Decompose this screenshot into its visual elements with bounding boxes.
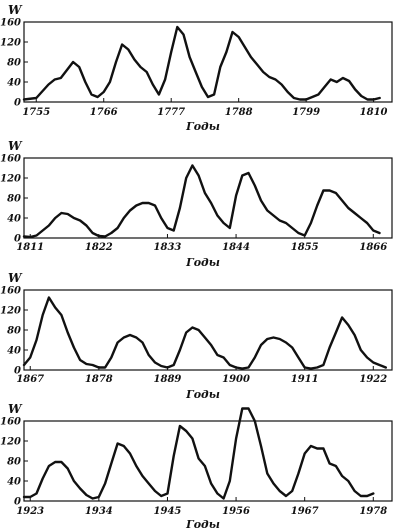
x-tick-label: 1967 xyxy=(291,506,319,517)
x-tick-label: 1978 xyxy=(359,506,387,517)
x-tick-label: 1922 xyxy=(359,374,387,385)
x-tick-label: 1878 xyxy=(85,374,113,385)
y-tick-label: 80 xyxy=(7,457,21,468)
x-tick-label: 1844 xyxy=(222,242,250,253)
y-tick-label: 80 xyxy=(7,326,21,337)
x-axis-label: Годы xyxy=(185,388,220,401)
y-tick-label: 160 xyxy=(0,286,21,297)
x-tick-label: 1788 xyxy=(225,107,253,118)
y-tick-label: 0 xyxy=(14,234,21,245)
y-tick-label: 0 xyxy=(14,366,21,377)
y-tick-label: 120 xyxy=(0,437,21,448)
x-tick-label: 1900 xyxy=(222,374,250,385)
y-tick-label: 120 xyxy=(0,306,21,317)
x-tick-label: 1934 xyxy=(85,506,113,517)
y-tick-label: 40 xyxy=(7,346,21,357)
x-tick-label: 1867 xyxy=(16,374,44,385)
x-tick-label: 1956 xyxy=(222,506,250,517)
x-tick-label: 1799 xyxy=(292,107,320,118)
y-tick-label: 40 xyxy=(7,78,21,89)
y-tick-label: 160 xyxy=(0,154,21,165)
x-tick-label: 1866 xyxy=(359,242,387,253)
x-tick-label: 1833 xyxy=(154,242,182,253)
y-tick-label: 0 xyxy=(14,497,21,508)
x-tick-label: 1822 xyxy=(85,242,113,253)
x-tick-label: 1923 xyxy=(16,506,44,517)
y-axis-label: W xyxy=(8,271,23,285)
y-axis-label: W xyxy=(8,402,23,416)
plot-frame xyxy=(23,21,393,103)
y-tick-label: 120 xyxy=(0,38,21,49)
y-tick-label: 80 xyxy=(7,194,21,205)
x-axis-label: Годы xyxy=(185,518,220,531)
x-axis-label: Годы xyxy=(185,120,220,133)
x-tick-label: 1855 xyxy=(291,242,319,253)
series-line-1 xyxy=(22,296,387,370)
x-tick-label: 1945 xyxy=(154,506,182,517)
y-tick-label: 80 xyxy=(7,58,21,69)
y-axis-label: W xyxy=(8,139,23,153)
x-tick-label: 1811 xyxy=(16,242,44,253)
y-tick-label: 160 xyxy=(0,417,21,428)
y-tick-label: 160 xyxy=(0,18,21,29)
series-line-1 xyxy=(22,164,381,239)
y-tick-label: 0 xyxy=(14,98,21,109)
x-tick-label: 1810 xyxy=(360,107,388,118)
y-tick-label: 120 xyxy=(0,174,21,185)
x-tick-label: 1889 xyxy=(154,374,182,385)
x-tick-label: 1911 xyxy=(291,374,319,385)
x-tick-label: 1777 xyxy=(157,107,185,118)
y-axis-label: W xyxy=(8,3,23,17)
series-line-1 xyxy=(22,25,381,101)
x-tick-label: 1755 xyxy=(22,107,50,118)
series-line-1 xyxy=(22,407,375,500)
y-tick-label: 40 xyxy=(7,214,21,225)
y-tick-label: 40 xyxy=(7,477,21,488)
x-axis-label: Годы xyxy=(185,256,220,269)
x-tick-label: 1766 xyxy=(90,107,118,118)
